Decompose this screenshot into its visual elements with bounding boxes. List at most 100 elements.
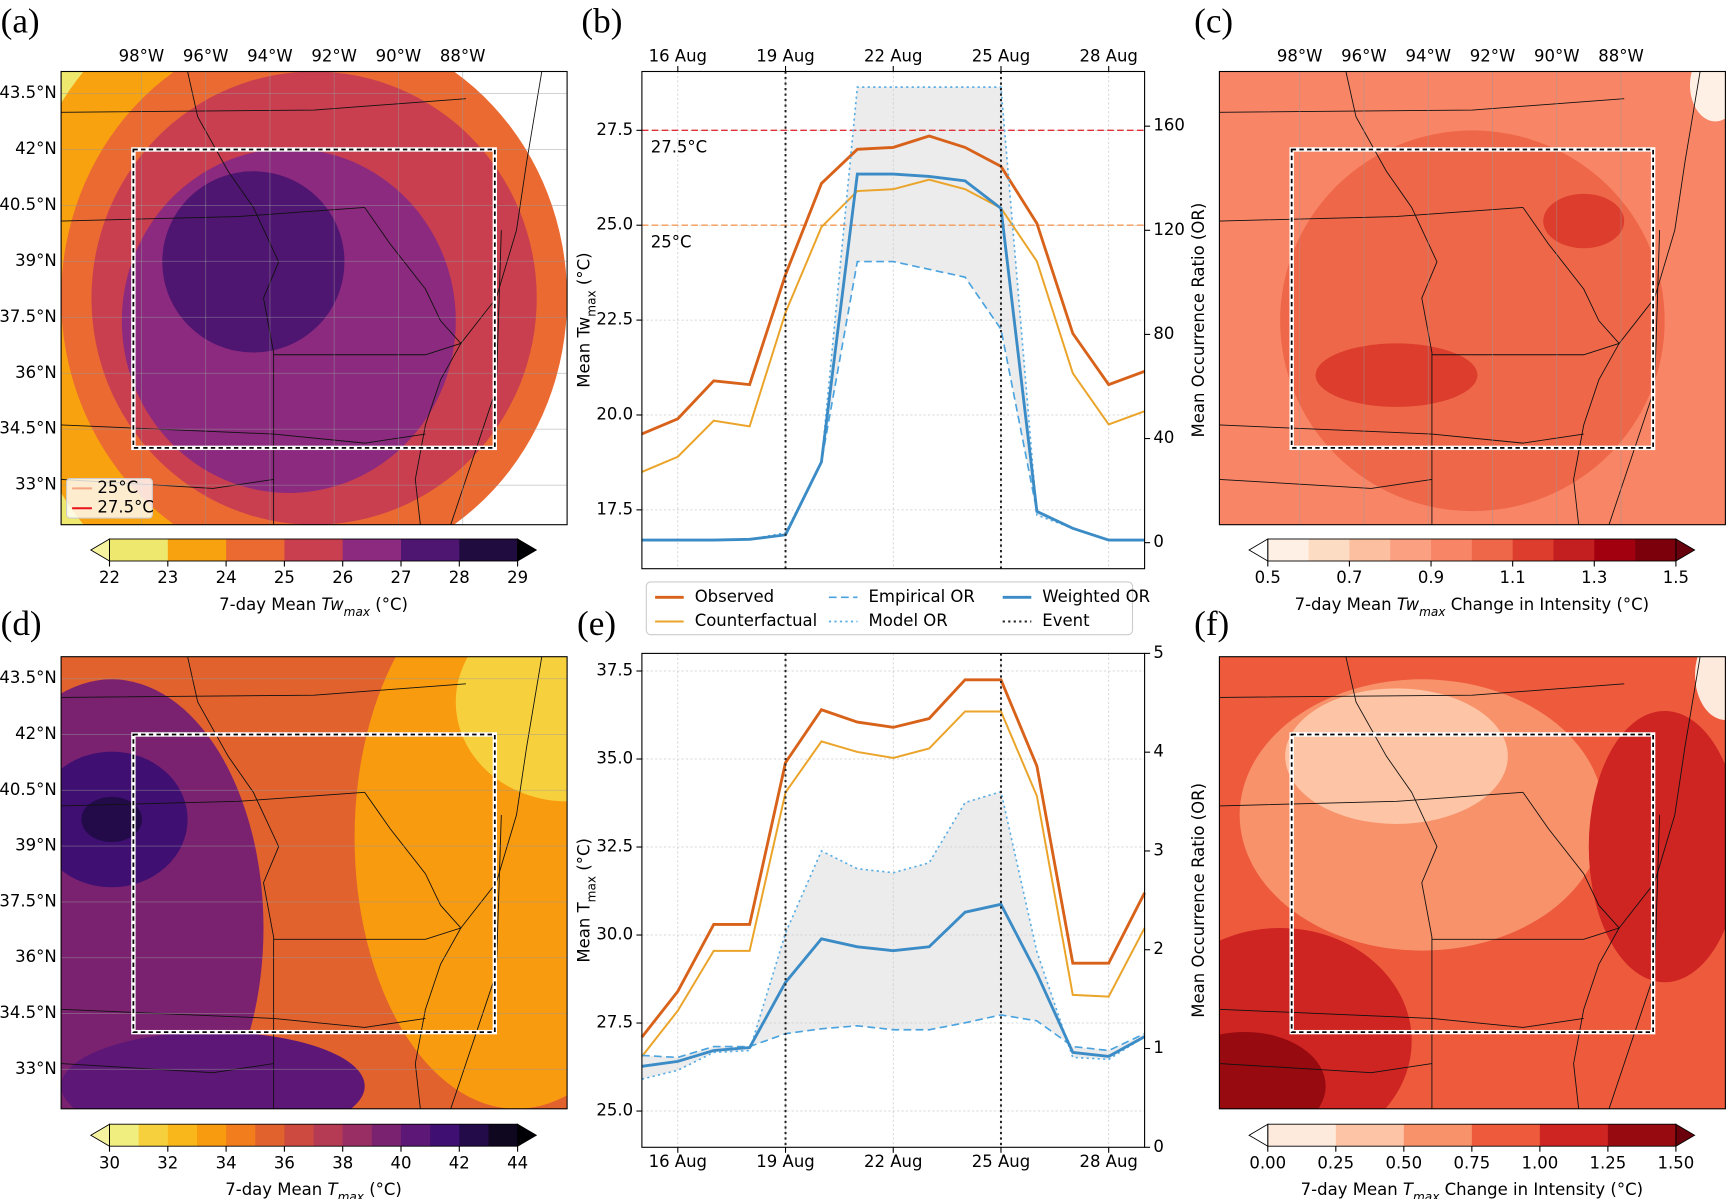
colorbar-bin	[371, 1124, 402, 1147]
series-line	[640, 678, 1146, 1038]
y2-tick-label: 0	[1153, 1137, 1163, 1156]
legend-label: Observed	[695, 587, 774, 606]
map-frame	[1218, 70, 1726, 526]
legend-label: 27.5°C	[97, 498, 154, 517]
state-border	[61, 207, 365, 222]
y-tick-label: 20.0	[596, 404, 633, 423]
colorbar-tick-label: 1.5	[1663, 568, 1689, 587]
colorbar-bin	[1594, 539, 1636, 561]
panel-label: (c)	[1194, 1, 1233, 40]
map-field	[1219, 71, 1726, 525]
colorbar-bin	[1635, 539, 1677, 561]
colorbar-bin	[284, 539, 344, 561]
state-border	[1522, 71, 1701, 345]
label-part: 7-day Mean	[1301, 1180, 1403, 1199]
colorbar-tick-label: 29	[507, 568, 528, 587]
contour-region	[61, 1031, 365, 1109]
study-box	[132, 148, 496, 449]
colorbar-tick-label: 36	[274, 1153, 295, 1172]
colorbar-tick-label: 25	[274, 568, 295, 587]
y-tick-label: 25.0	[596, 1101, 633, 1120]
x-tick-label: 25 Aug	[972, 1152, 1030, 1171]
colorbar-bin	[401, 1124, 431, 1147]
colorbar-extend	[1675, 538, 1696, 562]
y2-tick-label: 80	[1153, 324, 1174, 343]
map-frame	[60, 70, 568, 526]
y-tick-label: 37.5	[596, 661, 633, 680]
label-part: max	[338, 1190, 365, 1199]
state-border	[364, 656, 543, 929]
state-border	[1219, 1063, 1432, 1074]
plot-frame	[641, 70, 1146, 570]
panel-label: (d)	[1, 604, 42, 643]
state-border	[61, 1063, 274, 1074]
colorbar-extend	[517, 1123, 538, 1147]
lat-tick-label: 39°N	[15, 251, 57, 270]
colorbar-tick-label: 40	[390, 1153, 411, 1172]
label-part: max	[344, 604, 371, 618]
colorbar-label: 7-day Mean Twmax (°C)	[219, 595, 408, 619]
colorbar-extend	[517, 538, 538, 562]
colorbar-bin	[1267, 1124, 1337, 1147]
colorbar-bin	[1471, 1124, 1541, 1147]
series-line	[641, 172, 1145, 542]
y2-tick-label: 3	[1153, 840, 1163, 859]
state-border	[1219, 424, 1584, 444]
legend-box	[645, 581, 1134, 636]
x-tick-label: 28 Aug	[1079, 1152, 1137, 1171]
state-border	[1219, 207, 1524, 222]
state-border	[1345, 71, 1438, 525]
lat-tick-label: 43.5°N	[0, 668, 57, 687]
state-border	[1431, 927, 1621, 1109]
colorbar-bin	[1512, 539, 1555, 561]
colorbar-tick-label: 1.1	[1500, 568, 1526, 587]
colorbar-tick-label: 23	[157, 568, 178, 587]
state-border	[1219, 98, 1625, 113]
study-box	[1290, 148, 1654, 449]
colorbar-bin	[255, 1124, 285, 1147]
contour-region	[1219, 1031, 1326, 1109]
colorbar-bin	[1471, 539, 1514, 561]
colorbar-tick-label: 30	[99, 1153, 120, 1172]
label-part: 7-day Mean	[219, 595, 321, 614]
lon-tick-label: 96°W	[183, 47, 229, 66]
contour-region	[1588, 710, 1726, 983]
y2-tick-label: 2	[1153, 939, 1163, 958]
colorbar-extend	[1675, 1123, 1696, 1147]
contour-region	[1285, 688, 1508, 824]
colorbar-label: 7-day Mean Twmax Change in Intensity (°C…	[1295, 595, 1650, 619]
contour-region	[1543, 193, 1625, 249]
lat-tick-label: 33°N	[15, 475, 57, 494]
label-part: max	[1413, 1190, 1440, 1199]
lat-tick-label: 43.5°N	[0, 83, 57, 102]
x-tick-label: 22 Aug	[864, 1152, 922, 1171]
colorbar-tick-label: 0.25	[1317, 1153, 1354, 1172]
x-tick-label: 16 Aug	[649, 1152, 707, 1171]
x-tick-label: 19 Aug	[756, 1152, 814, 1171]
legend-label: 25°C	[97, 478, 138, 497]
colorbar-tick-label: 27	[390, 568, 411, 587]
colorbar-bin	[1335, 1124, 1405, 1147]
state-border	[61, 791, 365, 807]
label-part: max	[584, 876, 598, 902]
colorbar-tick-label: 1.50	[1658, 1153, 1695, 1172]
plot-frame	[641, 652, 1146, 1148]
legend-label: Empirical OR	[869, 587, 975, 606]
colorbar-tick-label: 1.3	[1581, 568, 1607, 587]
label-part: (°C)	[370, 595, 408, 614]
x-tick-label: 22 Aug	[864, 47, 922, 66]
threshold-label: 27.5°C	[651, 137, 708, 156]
series-line	[641, 1014, 1145, 1059]
state-border	[1219, 1008, 1584, 1028]
lon-tick-label: 98°W	[1277, 47, 1323, 66]
lon-tick-label: 90°W	[376, 47, 422, 66]
series-line	[641, 134, 1146, 436]
label-part: 7-day Mean	[225, 1180, 327, 1199]
y2-tick-label: 0	[1153, 532, 1163, 551]
colorbar-bin	[488, 1124, 519, 1147]
colorbar-bin	[167, 1124, 198, 1147]
y-tick-label: 17.5	[596, 499, 633, 518]
y2-tick-label: 40	[1153, 428, 1174, 447]
y-tick-label: 35.0	[596, 749, 633, 768]
contour-region	[162, 171, 345, 353]
